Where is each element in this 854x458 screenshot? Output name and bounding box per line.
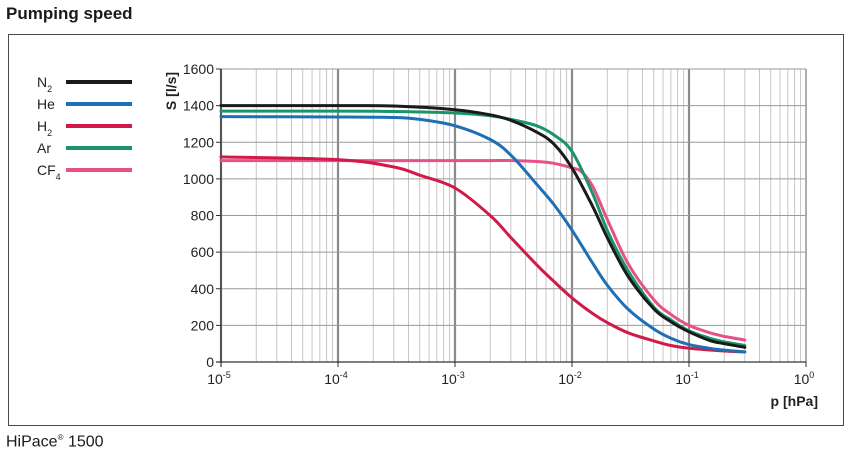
product-model: 1500: [67, 433, 104, 451]
legend-label: H2: [37, 118, 52, 138]
x-tick-label: 10-4: [324, 370, 348, 387]
legend-label: Ar: [37, 140, 51, 156]
y-tick-label: 200: [191, 317, 215, 333]
x-axis-label: p [hPa]: [771, 393, 818, 409]
y-axis-label: S [l/s]: [163, 72, 179, 110]
legend-label: N2: [37, 74, 52, 94]
y-tick-label: 600: [191, 244, 215, 260]
legend-label: CF4: [37, 162, 61, 182]
series-line-cf4: [219, 159, 747, 342]
series-line-he: [219, 115, 747, 354]
y-tick-label: 1000: [183, 171, 214, 187]
y-tick-label: 800: [191, 208, 215, 224]
product-name: HiPace: [6, 433, 58, 451]
registered-mark: ®: [57, 433, 64, 442]
x-tick-label: 10-3: [441, 370, 465, 387]
legend-label: He: [37, 96, 55, 112]
series-line-h2: [219, 155, 747, 354]
x-tick-label: 10-2: [558, 370, 582, 387]
x-tick-label: 10-1: [675, 370, 699, 387]
x-tick-label: 100: [794, 370, 815, 387]
series-line-n2: [219, 104, 747, 349]
y-tick-label: 400: [191, 281, 215, 297]
chart-panel: [8, 34, 844, 426]
product-label: HiPace® 1500: [6, 433, 104, 451]
y-tick-label: 1400: [183, 98, 214, 114]
y-tick-label: 1200: [183, 134, 214, 150]
x-tick-label: 10-5: [207, 370, 231, 387]
y-tick-label: 1600: [183, 61, 214, 77]
chart-title: Pumping speed: [6, 4, 133, 23]
y-tick-label: 0: [206, 354, 214, 370]
